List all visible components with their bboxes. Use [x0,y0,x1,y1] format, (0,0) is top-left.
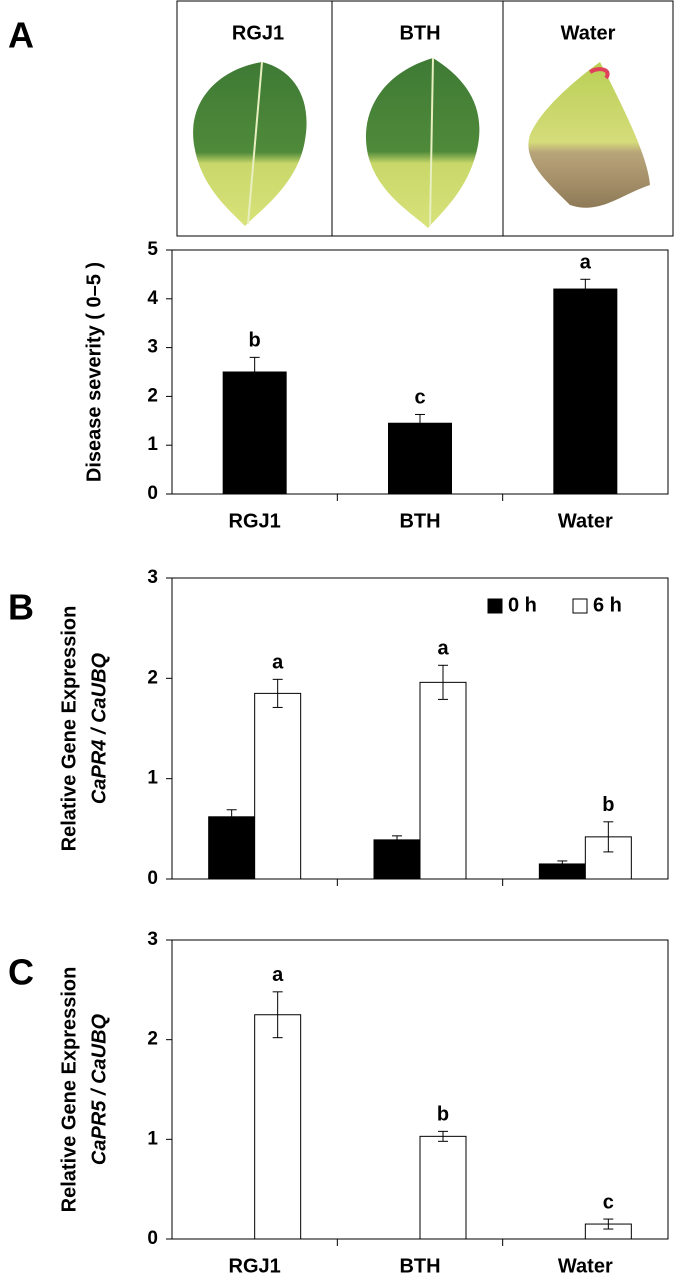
photo-label: RGJ1 [232,22,284,44]
significance-letter: a [580,252,592,274]
y-tick-label: 1 [147,434,158,455]
y-tick-label: 0 [147,1228,158,1249]
y-axis-label: Relative Gene Expression [58,967,80,1213]
bar [254,692,302,880]
leaf [193,62,307,226]
bar [419,1135,467,1240]
leaf [365,58,480,228]
significance-letter: b [249,330,261,352]
significance-letter: a [272,964,284,986]
y-tick-label: 0 [147,483,158,504]
x-tick-label: Water [558,510,613,532]
panel-label: B [8,587,34,628]
x-tick-label: Water [558,1255,613,1277]
y-tick-label: 5 [147,239,158,260]
legend-swatch [572,598,588,614]
bar [419,681,467,880]
bar [388,422,452,495]
bar [254,1014,302,1240]
y-tick-label: 1 [147,1128,158,1149]
y-tick-label: 3 [147,567,158,588]
y-tick-label: 3 [147,929,158,950]
panel-label: C [8,952,34,993]
bar [553,288,618,495]
y-tick-label: 4 [147,288,158,309]
photo-panel [176,0,674,237]
legend-label: 0 h [508,594,537,616]
significance-letter: c [414,387,425,409]
panel-label: A [8,15,34,56]
significance-letter: a [272,652,284,674]
x-tick-label: BTH [399,510,440,532]
y-axis-label: Disease severity ( 0–5 ) [83,262,105,482]
significance-letter: b [437,1104,449,1126]
x-tick-label: RGJ1 [229,1255,281,1277]
legend-swatch [487,598,503,614]
leaf-vein [429,57,434,227]
photo-label: BTH [399,22,440,44]
y-tick-label: 3 [147,337,158,358]
photo-label: Water [561,22,616,44]
significance-letter: a [437,638,449,660]
leaf [528,62,650,208]
significance-letter: b [602,794,614,816]
y-axis-label: CaPR4 / CaUBQ [88,652,110,804]
leaf-vein [247,61,263,225]
y-tick-label: 2 [147,385,158,406]
y-tick-label: 1 [147,768,158,789]
bar [222,371,287,495]
leaf-tag [588,67,610,80]
y-tick-label: 2 [147,667,158,688]
bar [373,839,421,880]
x-tick-label: RGJ1 [229,510,281,532]
legend-label: 6 h [593,594,622,616]
bar [208,816,256,880]
x-tick-label: BTH [399,1255,440,1277]
y-axis-label: CaPR5 / CaUBQ [88,1013,110,1165]
y-tick-label: 0 [147,868,158,889]
y-axis-label: Relative Gene Expression [58,606,80,852]
significance-letter: c [603,1191,614,1213]
y-tick-label: 2 [147,1029,158,1050]
